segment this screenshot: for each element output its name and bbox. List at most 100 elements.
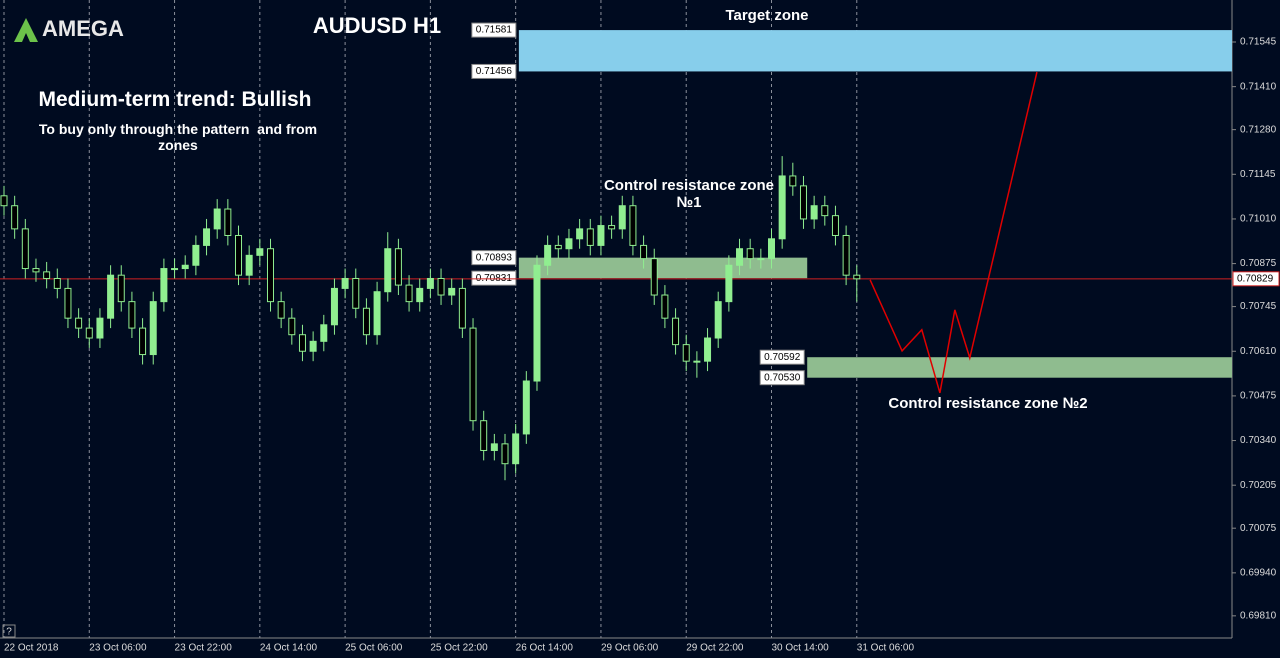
candle-body (586, 228, 594, 246)
y-tick-label: 0.71010 (1240, 214, 1277, 225)
y-tick-label: 0.70745 (1240, 301, 1277, 312)
candle-body (458, 287, 466, 329)
candle-body (810, 205, 818, 220)
candle-body (96, 317, 104, 339)
x-tick-label: 29 Oct 06:00 (601, 643, 659, 654)
price-label: 0.71456 (476, 66, 513, 77)
y-tick-label: 0.71545 (1240, 37, 1277, 48)
candle-body (117, 274, 125, 303)
candle-body (597, 225, 605, 246)
projection-line (869, 71, 1038, 394)
candle-body (75, 317, 83, 329)
logo-icon (14, 18, 38, 42)
current-price-box (1232, 271, 1280, 287)
candle-body (480, 420, 488, 451)
price-label-box (471, 22, 517, 38)
price-label-box (759, 349, 805, 365)
candle-body (608, 225, 616, 230)
candle-body (661, 294, 669, 319)
candle-body (672, 317, 680, 346)
price-label-box (471, 270, 517, 286)
candle-body (448, 287, 456, 296)
candle-body (682, 344, 690, 362)
candle-body (746, 248, 754, 260)
candle-body (778, 175, 786, 240)
price-label-box (471, 63, 517, 79)
candle-body (256, 248, 264, 256)
y-tick-label: 0.71410 (1240, 81, 1277, 92)
price-label: 0.70831 (476, 273, 513, 284)
candle-body (736, 248, 744, 266)
candle-body (139, 327, 147, 356)
candle-body (85, 327, 93, 339)
zone (807, 357, 1232, 378)
candle-body (288, 317, 296, 336)
candle-body (309, 340, 317, 352)
x-tick-label: 30 Oct 14:00 (771, 643, 829, 654)
help-icon: ? (6, 627, 12, 638)
price-label-box (759, 370, 805, 386)
candle-body (53, 277, 61, 289)
candle-body (426, 277, 434, 289)
candle-body (192, 244, 200, 266)
y-tick-label: 0.69940 (1240, 567, 1277, 578)
candle-body (330, 287, 338, 326)
x-tick-label: 23 Oct 22:00 (175, 643, 233, 654)
candle-body (394, 248, 402, 286)
x-tick-label: 25 Oct 06:00 (345, 643, 403, 654)
candle-body (533, 264, 541, 382)
candle-body (640, 244, 648, 260)
candle-body (362, 307, 370, 336)
logo: AMEGA (42, 16, 124, 41)
candle-body (181, 264, 189, 270)
candle-body (341, 277, 349, 289)
candle-body (224, 208, 232, 236)
zone (518, 30, 1232, 72)
y-tick-label: 0.70075 (1240, 523, 1277, 534)
price-label: 0.70893 (476, 252, 513, 263)
candle-body (512, 433, 520, 465)
candle-body (554, 244, 562, 250)
candle-body (629, 205, 637, 246)
trend-text: Medium-term trend: Bullish (38, 88, 312, 111)
candle-body (21, 228, 29, 270)
note-text: To buy only through the pattern and from… (38, 121, 321, 153)
candle-body (32, 268, 40, 273)
candle-body (160, 268, 168, 303)
current-price-label: 0.70829 (1237, 273, 1274, 284)
candle-body (266, 248, 274, 303)
candle-body (490, 443, 498, 451)
candle-body (64, 287, 72, 319)
zone-name: Control resistance zone №1 (603, 177, 779, 211)
candle-body (522, 380, 530, 435)
candle-body (171, 268, 179, 271)
price-label: 0.70530 (764, 372, 801, 383)
candle-body (853, 274, 861, 280)
help-box (2, 624, 16, 638)
y-tick-label: 0.71280 (1240, 124, 1277, 135)
candle-body (107, 274, 115, 319)
candle-body (373, 291, 381, 336)
candle-body (405, 284, 413, 303)
y-tick-label: 0.70340 (1240, 435, 1277, 446)
x-tick-label: 29 Oct 22:00 (686, 643, 744, 654)
candle-body (799, 185, 807, 220)
candle-body (128, 301, 136, 329)
candle-body (11, 205, 19, 230)
candle-body (352, 277, 360, 309)
candle-body (704, 337, 712, 362)
x-tick-label: 25 Oct 22:00 (430, 643, 488, 654)
candle-body (842, 234, 850, 276)
x-tick-label: 22 Oct 2018 (4, 643, 59, 654)
candle-body (618, 205, 626, 230)
candle-body (416, 287, 424, 303)
candle-body (277, 301, 285, 319)
candle-body (650, 258, 658, 296)
price-label-box (471, 250, 517, 266)
candle-body (714, 301, 722, 339)
candle-body (501, 443, 509, 465)
candle-body (576, 228, 584, 240)
candle-body (320, 324, 328, 342)
